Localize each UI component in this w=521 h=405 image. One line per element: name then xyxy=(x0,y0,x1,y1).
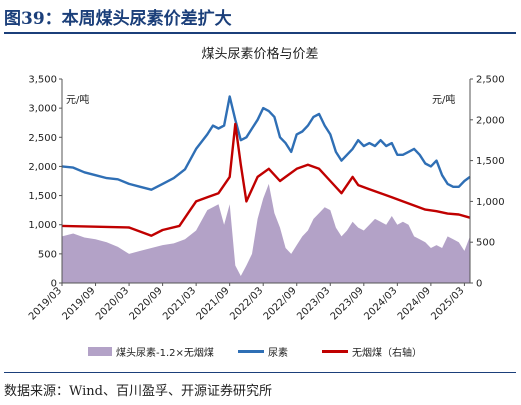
left-tick-label: 500 xyxy=(38,249,57,260)
left-tick-label: 2,500 xyxy=(28,133,57,144)
left-tick-label: 0 xyxy=(51,279,57,290)
area-series-spread xyxy=(62,183,470,283)
left-tick-label: 3,500 xyxy=(28,75,57,86)
legend-label-urea: 尿素 xyxy=(268,346,288,359)
legend-label-anthracite: 无烟煤（右轴） xyxy=(352,346,422,359)
x-tick-label: 2020/09 xyxy=(128,285,165,322)
right-tick-label: 500 xyxy=(476,238,495,249)
x-tick-label: 2020/03 xyxy=(94,285,131,322)
left-tick-label: 1,500 xyxy=(28,191,57,202)
right-axis-unit: 元/吨 xyxy=(432,93,455,106)
x-tick-label: 2025/03 xyxy=(429,285,466,322)
x-tick-label: 2023/09 xyxy=(329,285,366,322)
x-tick-label: 2022/03 xyxy=(228,285,265,322)
right-tick-label: 1,000 xyxy=(476,197,505,208)
chart-svg: 煤头尿素价格与价差 元/吨 元/吨 0 500 1,000 1,500 2,000 2,5… xyxy=(27,46,505,359)
right-tick-label: 0 xyxy=(476,279,482,290)
legend-label-spread: 煤头尿素-1.2×无烟煤 xyxy=(116,346,214,359)
line-series-anthracite xyxy=(61,122,471,237)
right-tick-label: 2,500 xyxy=(476,75,505,86)
legend: 煤头尿素-1.2×无烟煤 尿素 无烟煤（右轴） xyxy=(88,346,422,359)
line-series-urea xyxy=(61,95,471,191)
figure-title: 图39：本周煤头尿素价差扩大 xyxy=(4,9,232,29)
legend-swatch-spread xyxy=(88,347,112,356)
x-tick-label: 2019/09 xyxy=(60,285,97,322)
x-tick-label: 2022/09 xyxy=(262,285,299,322)
x-tick-label: 2024/03 xyxy=(362,285,399,322)
plot-area xyxy=(61,95,471,283)
x-tick-label: 2021/03 xyxy=(161,285,198,322)
left-axis-unit: 元/吨 xyxy=(66,93,89,106)
right-tick-label: 1,500 xyxy=(476,156,505,167)
x-tick-label: 2021/09 xyxy=(195,285,232,322)
title-underline xyxy=(4,32,516,34)
source-note: 数据来源：Wind、百川盈孚、开源证券研究所 xyxy=(4,384,272,399)
chart-title: 煤头尿素价格与价差 xyxy=(201,46,318,62)
source-divider xyxy=(4,372,516,373)
x-tick-label: 2023/03 xyxy=(295,285,332,322)
left-tick-label: 1,000 xyxy=(28,220,57,231)
x-tick-label: 2019/03 xyxy=(27,285,64,322)
left-tick-label: 2,000 xyxy=(28,162,57,173)
right-tick-label: 2,000 xyxy=(476,115,505,126)
x-tick-label: 2024/09 xyxy=(396,285,433,322)
left-tick-label: 3,000 xyxy=(28,104,57,115)
